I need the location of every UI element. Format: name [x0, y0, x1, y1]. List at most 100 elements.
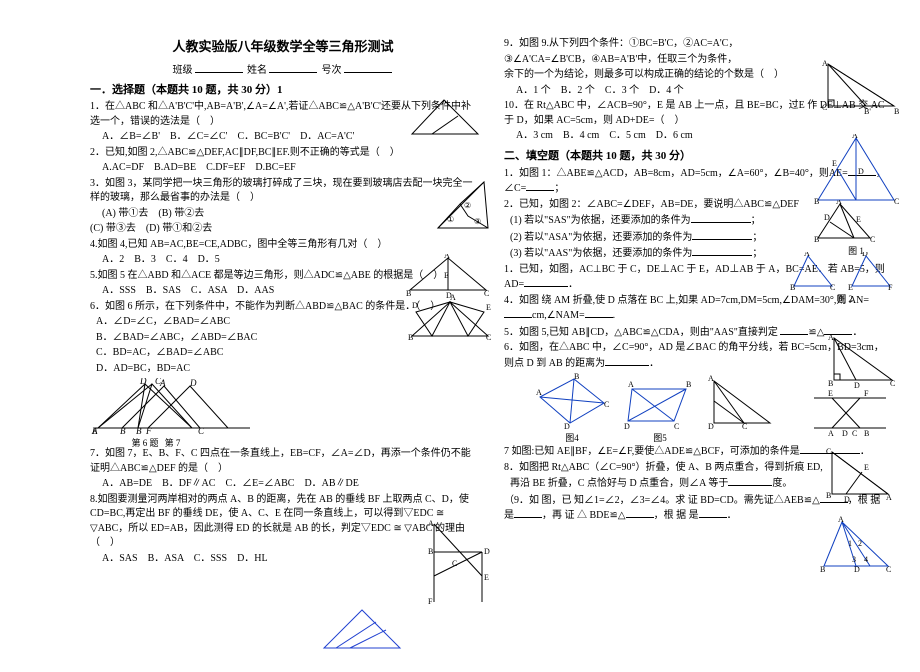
- svg-text:B: B: [826, 491, 831, 500]
- svg-text:A: A: [886, 493, 892, 502]
- svg-text:B': B': [864, 107, 871, 114]
- svg-text:A: A: [159, 378, 166, 388]
- figure-8: A B C D F E: [424, 518, 492, 608]
- figure-3-glass: ① ②③: [432, 176, 494, 234]
- svg-text:E: E: [832, 159, 837, 168]
- q7-opts: A．AB=DE B．DF∥AC C．∠E=∠ABC D．AB∥DE: [90, 477, 476, 492]
- svg-text:C: C: [852, 429, 857, 438]
- figure-q1: [408, 96, 486, 138]
- svg-text:②: ②: [464, 201, 471, 210]
- exam-title: 人教实验版八年级数学全等三角形测试: [90, 36, 476, 55]
- figure-ef: E F ADCB: [808, 386, 896, 438]
- svg-text:C: C: [198, 426, 205, 436]
- svg-text:C: C: [870, 235, 875, 244]
- svg-text:B: B: [120, 426, 126, 436]
- svg-text:D: D: [858, 167, 864, 176]
- svg-text:E: E: [848, 283, 853, 292]
- svg-text:F: F: [888, 283, 893, 292]
- svg-text:C: C: [604, 400, 609, 409]
- figure-r5: ABCD 图5: [624, 373, 696, 444]
- svg-text:A: A: [428, 519, 434, 528]
- figure-q10: AEDBC: [812, 134, 900, 206]
- figure-f6: ADBC: [826, 332, 900, 388]
- svg-text:D: D: [708, 422, 714, 431]
- figure-4-5: AEBDC DAEBC: [402, 254, 494, 342]
- svg-text:B: B: [686, 380, 691, 389]
- svg-text:A: A: [804, 252, 810, 258]
- svg-text:D: D: [189, 378, 197, 388]
- svg-text:B: B: [894, 107, 899, 114]
- svg-text:C: C: [822, 103, 827, 112]
- svg-text:1: 1: [848, 539, 852, 548]
- svg-text:C: C: [830, 283, 835, 292]
- svg-text:E: E: [484, 573, 489, 582]
- svg-text:D: D: [854, 565, 860, 574]
- figure-bottom-tri: [316, 604, 406, 654]
- figure-q9: A C B' B: [822, 58, 900, 114]
- q2: 2．已知,如图 2,△ABC≌△DEF,AC∥DF,BC∥EF.则不正确的等式是…: [90, 146, 476, 161]
- svg-text:D: D: [844, 495, 850, 502]
- svg-text:B: B: [814, 235, 819, 244]
- q3: 3．如图 3，某同学把一块三角形的玻璃打碎成了三块，现在要到玻璃店去配一块完全一…: [90, 177, 476, 206]
- svg-text:A: A: [444, 254, 450, 260]
- figure-fill1: ADEBC 图 1: [812, 200, 900, 257]
- svg-text:A: A: [828, 429, 834, 438]
- svg-text:A: A: [838, 516, 844, 524]
- svg-text:F: F: [145, 426, 152, 436]
- svg-text:D: D: [484, 547, 490, 556]
- q3-opts2: (C) 带③去 (D) 带①和②去: [90, 222, 476, 237]
- section-1-heading: 一．选择题（本题共 10 题，共 30 分）1: [90, 81, 476, 97]
- svg-text:①: ①: [447, 215, 454, 224]
- svg-text:D: D: [564, 422, 570, 431]
- q6-c: C．BD=AC，∠BAD=∠ABC: [90, 346, 476, 361]
- q8-opts: A．SAS B．ASA C．SSS D．HL: [90, 552, 476, 567]
- figure-f8: A B D C 1234: [818, 516, 896, 574]
- svg-text:F: F: [864, 389, 869, 398]
- svg-text:B: B: [428, 547, 433, 556]
- svg-text:A: A: [450, 293, 456, 302]
- q7: 7．如图 7，E、B、F、C 四点在一条直线上，EB=CF，∠A=∠D，再添一个…: [90, 447, 476, 476]
- q8: 8.如图要测量河两岸相对的两点 A、B 的距离，先在 AB 的垂线 BF 上取两…: [90, 493, 476, 551]
- svg-text:4: 4: [864, 555, 868, 564]
- svg-text:A: A: [836, 200, 842, 206]
- figure-fill2: ABCDEF 图 2: [790, 252, 900, 305]
- q4: 4.如图 4,已知 AB=AC,BE=CE,ADBC，图中全等三角形有几对（ ）: [90, 238, 476, 253]
- svg-text:D: D: [824, 213, 830, 222]
- svg-text:E: E: [486, 303, 491, 312]
- svg-text:C: C: [452, 559, 457, 568]
- svg-text:C: C: [674, 422, 679, 431]
- svg-text:3: 3: [852, 555, 856, 564]
- svg-text:D: D: [412, 301, 418, 310]
- svg-text:E: E: [91, 426, 98, 436]
- figure-7: ADEBFC 第 7: [90, 378, 255, 449]
- svg-text:A: A: [828, 333, 834, 342]
- svg-text:B: B: [864, 429, 869, 438]
- svg-text:E: E: [864, 463, 869, 472]
- q3-opts: (A) 带①去 (B) 带②去: [90, 207, 476, 222]
- svg-text:B: B: [406, 289, 411, 298]
- svg-text:A: A: [822, 59, 828, 68]
- svg-text:C: C: [886, 565, 891, 574]
- svg-text:A: A: [628, 380, 634, 389]
- svg-text:F: F: [428, 597, 433, 606]
- svg-text:C: C: [484, 289, 489, 298]
- svg-text:A: A: [708, 374, 714, 383]
- figure-r-extra: ADC: [704, 373, 780, 431]
- svg-text:E: E: [444, 271, 449, 280]
- svg-text:E: E: [856, 215, 861, 224]
- svg-text:B: B: [408, 333, 413, 342]
- svg-text:③: ③: [474, 217, 481, 226]
- svg-text:E: E: [828, 389, 833, 398]
- q6-d: D．AD=BC，BD=AC: [90, 362, 476, 377]
- q9: 9．如图 9.从下列四个条件：①BC=B'C，②AC=A'C，: [504, 37, 890, 52]
- student-header: 班级 姓名 号次: [90, 61, 476, 76]
- svg-text:A: A: [852, 134, 858, 140]
- svg-text:B: B: [820, 565, 825, 574]
- svg-text:D: D: [842, 429, 848, 438]
- svg-text:A: A: [536, 388, 542, 397]
- svg-text:2: 2: [858, 539, 862, 548]
- svg-text:C: C: [486, 333, 491, 342]
- svg-text:B: B: [790, 283, 795, 292]
- svg-text:D: D: [624, 422, 630, 431]
- figure-r4: ABCD 图4: [534, 373, 610, 444]
